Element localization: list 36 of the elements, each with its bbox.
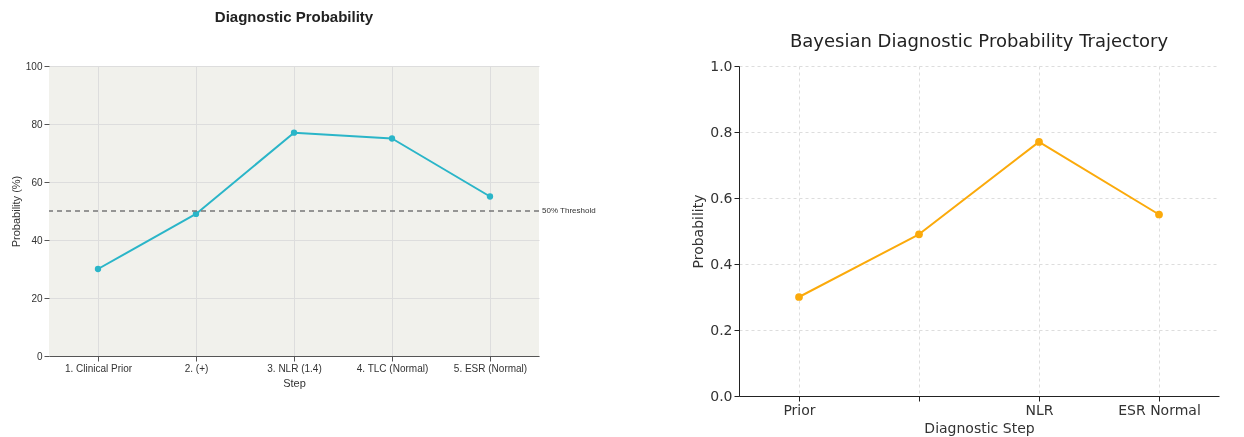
point: [192, 210, 200, 218]
x-axis-title: Step: [283, 376, 306, 389]
y-tick-label: 100: [25, 60, 43, 72]
y-axis-title: Probability (%): [9, 175, 22, 248]
point: [486, 193, 494, 200]
point: [388, 135, 396, 142]
x-tick-label: NLR: [1025, 401, 1054, 418]
x-tick-label: 2. (+): [184, 362, 209, 374]
x-axis-title: Diagnostic Step: [924, 419, 1035, 436]
point: [94, 265, 102, 273]
y-tick-label: 0.4: [710, 255, 733, 272]
point: [1035, 138, 1043, 146]
chart-title: Bayesian Diagnostic Probability Trajectory: [789, 30, 1169, 51]
x-tick-label: Prior: [783, 401, 816, 418]
y-tick-label: 20: [31, 292, 43, 304]
x-tick-label: 1. Clinical Prior: [64, 362, 133, 374]
y-tick-label: 40: [31, 234, 43, 246]
y-axis-title: Probability: [690, 194, 707, 269]
point: [1155, 210, 1163, 219]
point: [915, 230, 923, 239]
y-tick-label: 0: [36, 350, 43, 362]
x-tick-label: ESR Normal: [1118, 401, 1201, 418]
y-tick-label: 0.0: [710, 387, 733, 404]
y-tick-label: 0.8: [710, 123, 733, 140]
chart-title: Diagnostic Probability: [214, 8, 374, 25]
y-tick-label: 80: [31, 118, 43, 130]
ref-line-label: 50% Threshold: [542, 206, 596, 215]
point: [795, 293, 803, 301]
point: [290, 129, 298, 136]
x-tick-label: 4. TLC (Normal): [356, 362, 429, 374]
x-tick-label: 3. NLR (1.4): [267, 362, 322, 374]
y-tick-label: 1.0: [710, 57, 733, 74]
y-tick-label: 0.2: [710, 321, 733, 338]
y-tick-label: 0.6: [710, 189, 733, 206]
y-tick-label: 60: [31, 176, 43, 188]
x-tick-label: 5. ESR (Normal): [453, 362, 528, 374]
